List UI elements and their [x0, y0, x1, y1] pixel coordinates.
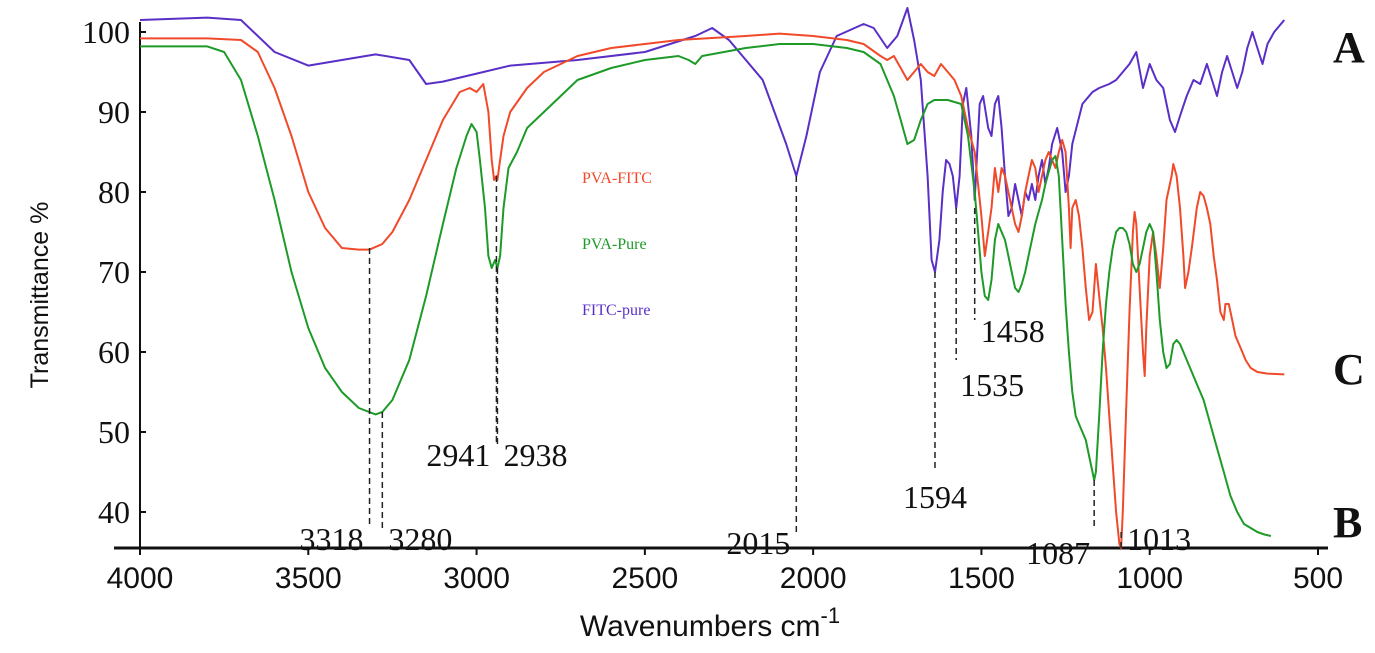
annotation-label: 1535	[960, 367, 1024, 403]
annotation-label: 1594	[903, 479, 967, 515]
x-tick-label: 2500	[611, 562, 678, 595]
y-tick-label: 60	[98, 334, 130, 370]
x-tick-label: 4000	[107, 562, 174, 595]
y-tick-label: 50	[98, 414, 130, 450]
annotation-label: 3318	[300, 521, 364, 557]
legend-entry: FITC-pure	[582, 302, 650, 319]
y-tick-label: 80	[98, 174, 130, 210]
legend-group: PVA-FITC PVA-Pure FITC-pure	[582, 170, 652, 319]
series-line-pva-fitc	[140, 32, 1285, 549]
x-axis-title: Wavenumbers cm-1	[580, 603, 840, 643]
annotation-label: 2938	[503, 437, 567, 473]
legend-entry: PVA-Pure	[582, 236, 647, 253]
y-tick-label: 90	[98, 94, 130, 130]
y-axis-title: Transmittance %	[26, 202, 54, 389]
annotation-label: 2015	[726, 525, 790, 561]
y-tick-label: 40	[98, 494, 130, 530]
axes-group: 100 90 80 70 60 50 40 4000 3500 3000 2500 2000 1500 1…	[82, 14, 1343, 595]
x-tick-label: 1000	[1116, 562, 1183, 595]
series-group: A C B	[139, 7, 1365, 549]
y-tick-label: 100	[82, 14, 130, 50]
annotation-label: 1087	[1026, 535, 1090, 571]
annotation-label: 3280	[388, 521, 452, 557]
series-line-pva-pure	[140, 43, 1272, 537]
x-tick-label: 2000	[780, 562, 847, 595]
y-tick-label: 70	[98, 254, 130, 290]
annotation-label: 1458	[981, 313, 1045, 349]
x-axis-title-main: Wavenumbers cm	[580, 610, 821, 643]
x-tick-label: 1500	[948, 562, 1015, 595]
x-axis-title-superscript: -1	[821, 603, 841, 628]
curve-letter-a: A	[1333, 23, 1365, 72]
curve-letter-b: B	[1333, 498, 1362, 547]
annotation-group: 3318 3280 2941 2938 2015 1594 1535 1458 1087 1013	[300, 176, 1191, 571]
annotation-label: 1013	[1127, 521, 1191, 557]
legend-entry: PVA-FITC	[582, 170, 652, 187]
x-tick-label: 3000	[443, 562, 510, 595]
x-tick-label: 500	[1293, 562, 1343, 595]
x-tick-label: 3500	[275, 562, 342, 595]
annotation-label: 2941	[426, 437, 490, 473]
series-line-fitc-pure	[139, 7, 1286, 273]
curve-letter-c: C	[1333, 345, 1365, 394]
